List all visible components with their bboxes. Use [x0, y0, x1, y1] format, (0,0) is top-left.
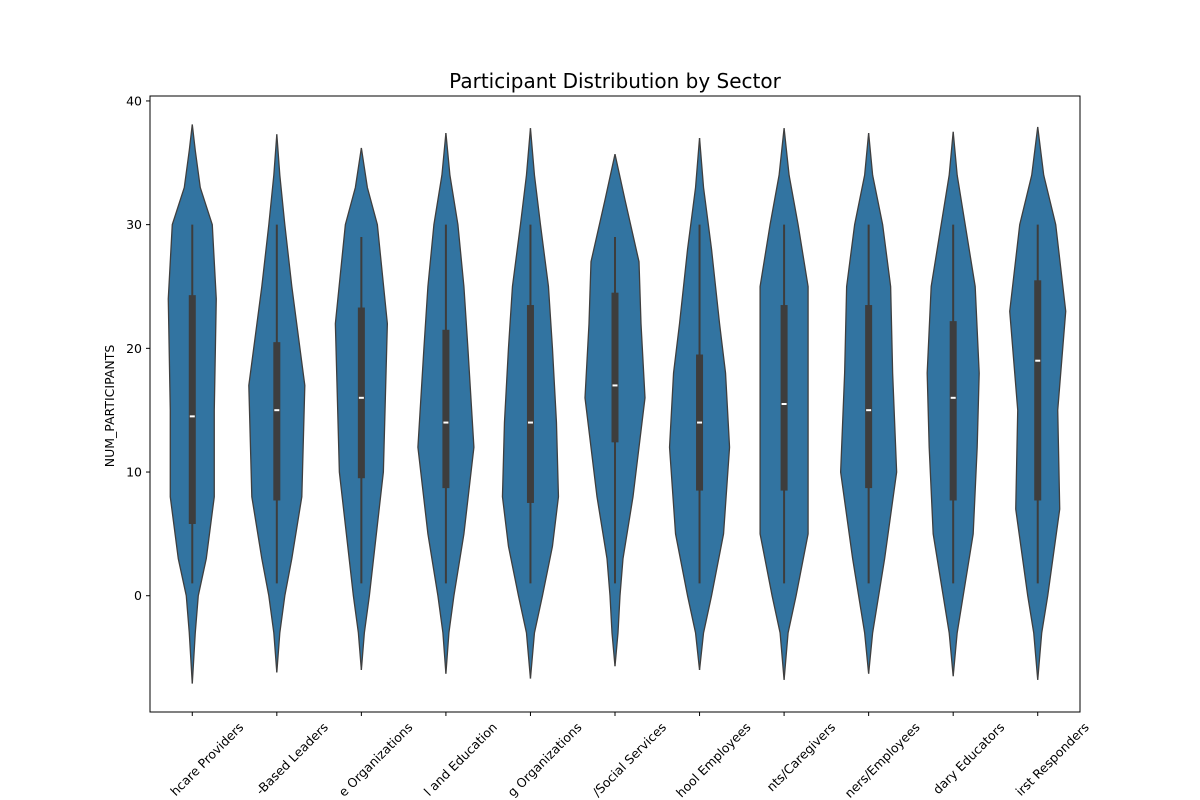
x-tick-label: hcare Providers: [167, 720, 246, 799]
violin-right: [360, 147, 389, 670]
violin-right: [191, 124, 217, 684]
violin-right: [276, 134, 306, 673]
x-tick-label: g Organizations: [504, 720, 584, 800]
chart-title: Participant Distribution by Sector: [449, 69, 781, 93]
violin-left: [926, 131, 954, 677]
violin-right: [529, 128, 560, 679]
violin-left: [334, 147, 363, 670]
violin-left: [501, 128, 532, 679]
violin-left: [417, 133, 447, 674]
plot-frame: [149, 95, 1081, 713]
x-tick-label: -Based Leaders: [253, 720, 331, 798]
violin-left: [1009, 126, 1039, 680]
box: [188, 295, 196, 524]
violin-left: [584, 153, 616, 667]
y-axis-label: NUM_PARTICIPANTS: [102, 345, 117, 468]
violin-right: [1037, 126, 1067, 680]
violin-right: [445, 133, 475, 674]
box: [442, 329, 450, 489]
violin-left: [248, 134, 278, 673]
violin-left: [668, 138, 701, 671]
x-tick-label: hool Employees: [673, 720, 754, 800]
violin-left: [839, 133, 870, 674]
violin-right: [783, 128, 809, 680]
violin-right: [614, 153, 646, 667]
violin-left: [167, 124, 193, 684]
violin-left: [759, 128, 785, 680]
box: [611, 292, 619, 443]
box: [949, 321, 957, 501]
y-tick-label: 10: [126, 465, 142, 480]
violin-right: [698, 138, 731, 671]
box: [865, 305, 873, 489]
x-tick-label: l and Education: [421, 720, 500, 799]
x-tick-label: dary Educators: [930, 720, 1007, 797]
box: [1034, 280, 1042, 501]
x-tick-label: /Social Services: [589, 720, 669, 800]
y-tick-label: 40: [126, 93, 142, 108]
violin-right: [952, 131, 980, 677]
y-tick-label: 20: [126, 341, 142, 356]
x-tick-label: e Organizations: [336, 720, 416, 800]
box: [780, 305, 788, 491]
x-tick-label: nts/Caregivers: [764, 720, 839, 795]
box: [273, 342, 281, 501]
box: [357, 307, 365, 479]
x-tick-label: ners/Employees: [842, 720, 923, 800]
box: [526, 305, 534, 503]
y-tick-label: 30: [126, 217, 142, 232]
x-tick-label: irst Responders: [1013, 720, 1092, 799]
violin-right: [867, 133, 898, 674]
y-tick-label: 0: [134, 588, 142, 603]
